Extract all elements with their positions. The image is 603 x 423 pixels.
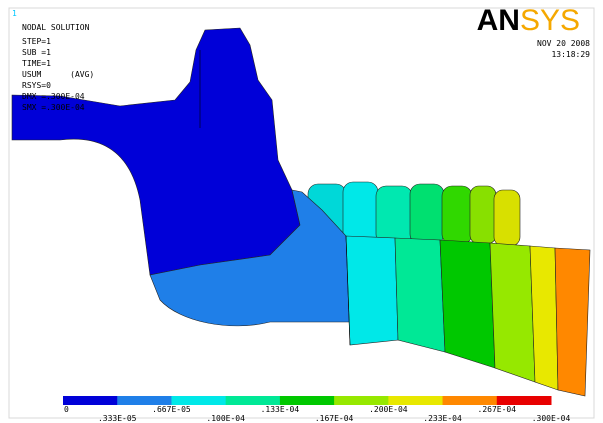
legend-label: .333E-05 [98, 414, 137, 423]
header-title: NODAL SOLUTION [22, 23, 90, 32]
legend-label: .100E-04 [206, 414, 245, 423]
legend-label: .300E-04 [532, 414, 571, 423]
header-line: SMX =.300E-04 [22, 103, 85, 112]
date: NOV 20 2008 [537, 39, 590, 48]
legend-label: .167E-04 [315, 414, 354, 423]
body-band [554, 247, 591, 397]
header-line: RSYS=0 [22, 81, 51, 90]
legend-swatch [388, 396, 444, 405]
header-line: STEP=1 [22, 37, 51, 46]
edge-line [345, 235, 351, 346]
body-band [529, 245, 559, 391]
angle-region [149, 189, 351, 327]
legend-swatch [496, 396, 552, 405]
tooth [441, 185, 473, 245]
body-band [394, 237, 446, 353]
mandible-model [11, 27, 591, 397]
legend-label: .200E-04 [369, 405, 408, 414]
tooth [493, 189, 521, 247]
header-line: DMX =.300E-04 [22, 92, 85, 101]
legend-swatch [63, 396, 118, 405]
legend-swatch [225, 396, 281, 405]
logo-right: SYS [520, 4, 580, 37]
tooth [342, 181, 379, 243]
legend-swatch [279, 396, 335, 405]
logo-left: AN [477, 4, 520, 37]
legend-label: .667E-05 [152, 405, 191, 414]
legend-label: .267E-04 [478, 405, 517, 414]
header-line: SUB =1 [22, 48, 51, 57]
legend-label: .233E-04 [423, 414, 462, 423]
time: 13:18:29 [551, 50, 590, 59]
frame [8, 7, 595, 419]
ramus [11, 27, 301, 276]
header-line: USUM (AVG) [22, 70, 94, 79]
body-band [345, 235, 399, 346]
legend-swatch [334, 396, 389, 405]
legend-label: 0 [64, 405, 69, 414]
logo: ANSYS [477, 4, 580, 37]
legend-label: .133E-04 [261, 405, 300, 414]
header-lines: STEP=1 SUB =1 TIME=1 USUM (AVG) RSYS=0 DMX =.… [22, 37, 94, 112]
legend-swatch [442, 396, 498, 405]
window-number: 1 [12, 9, 17, 18]
legend-swatch [117, 396, 172, 405]
header-line: TIME=1 [22, 59, 51, 68]
tooth [375, 185, 413, 245]
tooth [409, 183, 445, 245]
legend: 0 .333E-05 .667E-05 .100E-04 .133E-04 .167E-0… [63, 396, 570, 423]
body-band [439, 239, 496, 369]
legend-swatch [171, 396, 227, 405]
body-band [489, 242, 536, 383]
tooth [469, 185, 497, 245]
